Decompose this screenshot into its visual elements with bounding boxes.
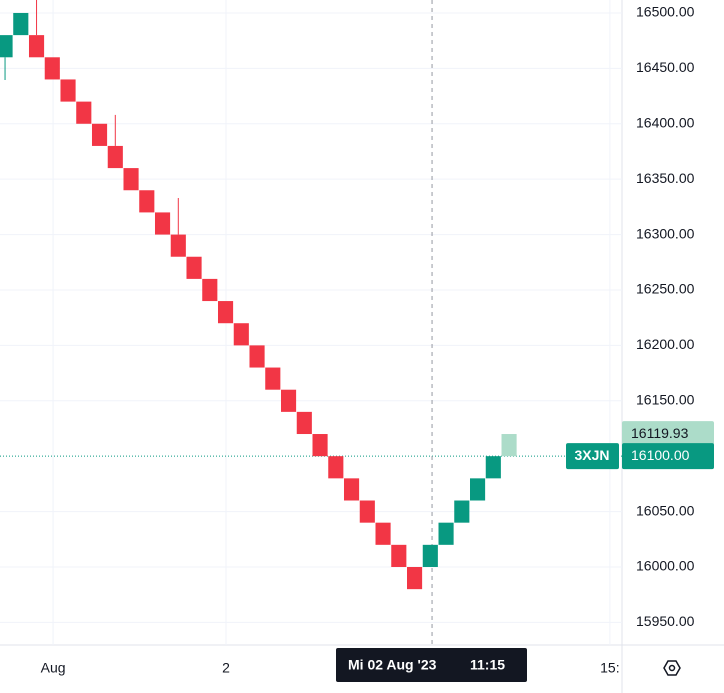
- crosshair-date: Mi 02 Aug '23: [348, 657, 437, 673]
- brick: [249, 345, 265, 368]
- brick: [280, 389, 297, 412]
- y-tick-label: 16400.00: [636, 114, 695, 130]
- brick: [328, 456, 344, 479]
- y-tick-label: 16300.00: [636, 225, 695, 241]
- settings-icon[interactable]: [663, 660, 681, 676]
- y-tick-label: 16200.00: [636, 336, 695, 352]
- x-tick-label: 15:: [600, 660, 619, 676]
- brick: [375, 522, 391, 545]
- symbol-label: 3XJN: [574, 447, 609, 463]
- ghost-brick: [501, 434, 517, 457]
- brick: [296, 411, 312, 435]
- brick: [76, 101, 92, 124]
- last-price-box: [622, 443, 714, 470]
- symbol-box: [566, 443, 619, 470]
- brick: [60, 79, 76, 102]
- crosshair-label-box: [336, 648, 527, 682]
- brick: [139, 190, 155, 213]
- brick: [470, 478, 486, 501]
- y-tick-label: 15950.00: [636, 613, 695, 629]
- brick: [154, 212, 171, 235]
- y-tick-label: 16350.00: [636, 170, 695, 186]
- brick: [407, 566, 423, 590]
- brick: [44, 57, 60, 80]
- y-tick-label: 16500.00: [636, 4, 695, 20]
- x-tick-label: 2: [222, 660, 230, 676]
- y-tick-label: 16450.00: [636, 59, 695, 75]
- brick: [454, 500, 470, 523]
- y-tick-label: 16000.00: [636, 558, 695, 574]
- brick: [265, 367, 281, 390]
- y-tick-label: 16050.00: [636, 502, 695, 518]
- brick: [233, 323, 249, 346]
- brick: [312, 434, 328, 457]
- brick: [28, 35, 45, 58]
- brick: [217, 301, 234, 324]
- brick: [91, 123, 108, 146]
- brick: [107, 145, 123, 169]
- brick: [359, 500, 375, 523]
- last-price-label: 16100.00: [631, 447, 690, 463]
- y-tick-label: 16250.00: [636, 281, 695, 297]
- brick: [13, 12, 29, 36]
- brick: [123, 168, 139, 191]
- brick: [202, 278, 218, 302]
- x-tick-label: Aug: [41, 660, 66, 676]
- current-price-box: [622, 421, 714, 448]
- brick: [485, 456, 501, 479]
- current-price-label: 16119.93: [631, 425, 689, 441]
- brick: [186, 256, 202, 279]
- brick: [343, 478, 360, 501]
- brick: [438, 522, 454, 545]
- brick: [170, 234, 186, 257]
- crosshair-time: 11:15: [470, 657, 505, 673]
- brick: [0, 35, 13, 58]
- brick: [422, 544, 438, 567]
- y-tick-label: 16150.00: [636, 391, 695, 407]
- brick: [391, 544, 407, 567]
